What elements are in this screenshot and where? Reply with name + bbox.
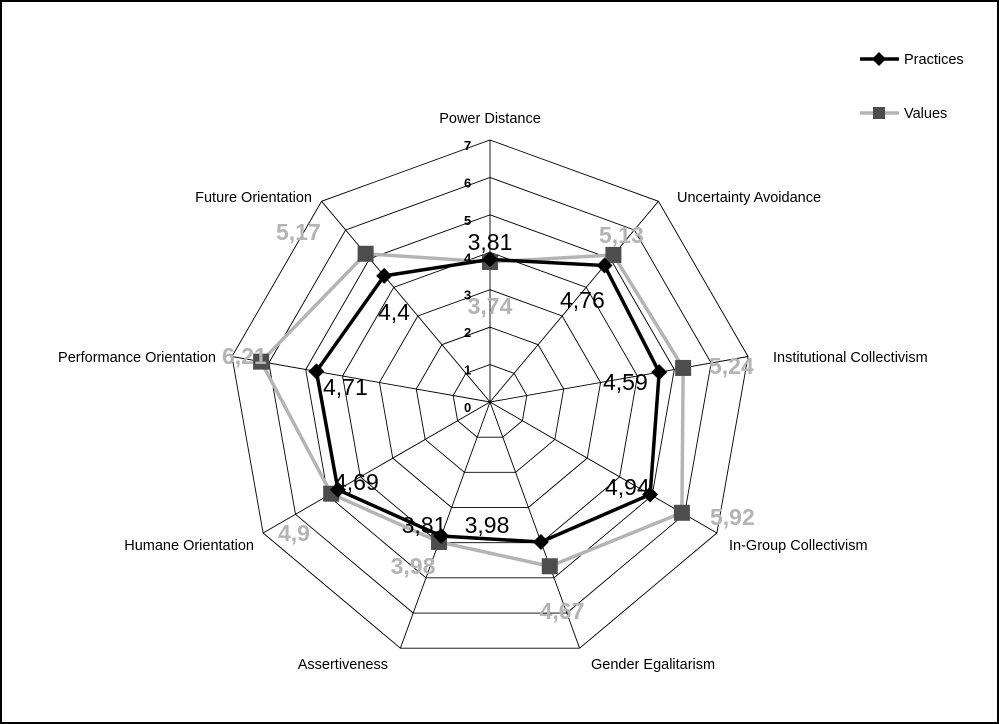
radar-labels: Power Distance Uncertainty Avoidance Insti… bbox=[58, 111, 928, 673]
data-label-practices: 4,69 bbox=[334, 469, 379, 495]
grid-ring bbox=[342, 251, 638, 544]
grid-spoke bbox=[489, 401, 581, 649]
grid-spoke bbox=[489, 201, 659, 403]
grid-ring bbox=[452, 364, 528, 438]
axis-label: Power Distance bbox=[439, 111, 541, 127]
grid-spoke bbox=[262, 401, 491, 534]
axis-label: Humane Orientation bbox=[124, 538, 254, 554]
data-point-practices bbox=[376, 267, 393, 284]
axis-label: Uncertainty Avoidance bbox=[677, 190, 821, 206]
data-label-practices: 4,76 bbox=[560, 287, 605, 313]
legend: Practices Values bbox=[860, 52, 964, 122]
data-label-values: 5,92 bbox=[710, 504, 755, 530]
data-point-values bbox=[675, 359, 692, 376]
data-label-values: 4,9 bbox=[278, 520, 310, 546]
data-point-practices bbox=[308, 363, 325, 380]
grid-ring bbox=[305, 214, 675, 579]
data-label-practices: 4,4 bbox=[378, 299, 410, 325]
radial-tick-label: 7 bbox=[464, 138, 471, 153]
legend-practices-label: Practices bbox=[904, 52, 964, 68]
series-line-practices bbox=[314, 257, 661, 544]
data-point-practices bbox=[329, 481, 346, 498]
data-point-values bbox=[357, 245, 374, 262]
radial-tick-label: 1 bbox=[464, 363, 471, 378]
data-label-values: 5,13 bbox=[599, 222, 644, 248]
grid-spoke bbox=[231, 356, 491, 403]
data-point-practices bbox=[532, 533, 549, 550]
data-label-values: 3,74 bbox=[468, 293, 513, 319]
data-label-practices: 4,94 bbox=[605, 474, 650, 500]
axis-label: Institutional Collectivism bbox=[773, 350, 928, 366]
grid-ring bbox=[378, 289, 602, 508]
data-label-practices: 3,98 bbox=[465, 512, 510, 538]
data-point-practices bbox=[596, 257, 613, 274]
legend-practices-marker bbox=[872, 52, 886, 66]
legend-item-values: Values bbox=[860, 106, 947, 122]
radar-grid bbox=[231, 139, 749, 649]
radial-tick-label: 6 bbox=[464, 175, 471, 190]
axis-label: Future Orientation bbox=[195, 190, 312, 206]
grid-spoke bbox=[489, 356, 749, 403]
legend-values-marker bbox=[873, 107, 885, 119]
data-label-values: 4,67 bbox=[540, 598, 585, 624]
data-point-values bbox=[673, 504, 690, 521]
radial-tick-label: 5 bbox=[464, 213, 471, 228]
radar-series bbox=[253, 245, 692, 575]
data-point-practices bbox=[482, 251, 498, 268]
data-point-practices bbox=[651, 364, 668, 381]
axis-label: Performance Orientation bbox=[58, 350, 216, 366]
data-point-values bbox=[253, 353, 270, 370]
grid-spoke bbox=[399, 401, 491, 649]
radial-tick-label: 0 bbox=[464, 400, 471, 415]
data-label-practices: 3,81 bbox=[468, 229, 513, 255]
radial-tick-label: 4 bbox=[464, 250, 472, 265]
data-label-values: 5,24 bbox=[709, 353, 754, 379]
legend-values-label: Values bbox=[904, 106, 947, 122]
data-label-practices: 4,59 bbox=[603, 369, 648, 395]
data-label-values: 5,17 bbox=[276, 219, 321, 245]
grid-ring bbox=[231, 139, 749, 649]
grid-ring bbox=[268, 176, 712, 614]
axis-label: Assertiveness bbox=[298, 657, 388, 673]
data-point-values bbox=[541, 558, 558, 575]
data-label-values: 3,98 bbox=[391, 553, 436, 579]
radial-tick-label: 2 bbox=[464, 325, 471, 340]
grid-ring bbox=[415, 326, 565, 473]
data-label-practices: 4,71 bbox=[323, 374, 368, 400]
data-label-values: 6,21 bbox=[222, 343, 267, 369]
grid-spoke bbox=[321, 201, 491, 403]
legend-item-practices: Practices bbox=[860, 52, 964, 68]
axis-label: Gender Egalitarism bbox=[591, 657, 715, 673]
axis-label: In-Group Collectivism bbox=[729, 538, 868, 554]
data-point-values bbox=[605, 246, 622, 263]
data-label-practices: 3,81 bbox=[402, 512, 447, 538]
data-point-practices bbox=[433, 528, 450, 545]
series-line-values bbox=[258, 251, 685, 569]
data-point-practices bbox=[642, 486, 659, 503]
radial-tick-label: 3 bbox=[464, 288, 471, 303]
